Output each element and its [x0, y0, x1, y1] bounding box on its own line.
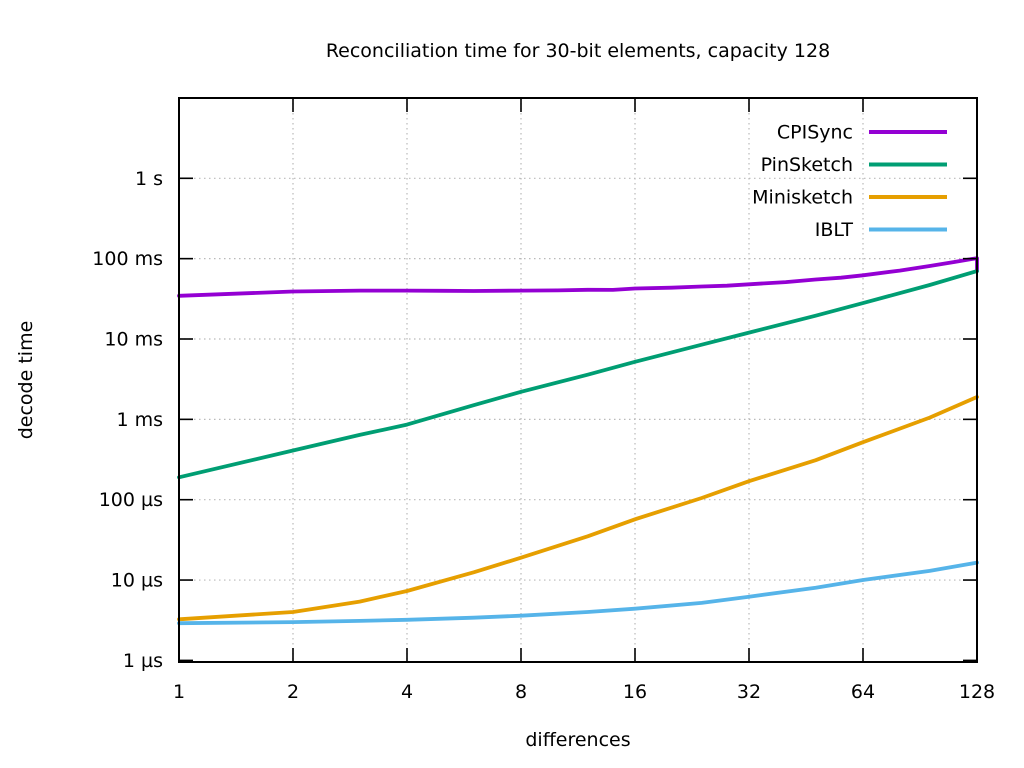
tick-labels: 1 2 4 8 16 32 64 128 1 µs 10 µs 100 µs 1 ms 10 ms 100… — [92, 168, 995, 703]
series-line-cpisync — [177, 256, 979, 298]
legend-label-pinsketch: PinSketch — [761, 154, 853, 176]
y-axis-title: decode time — [15, 321, 37, 440]
legend-label-cpisync: CPISync — [777, 122, 853, 144]
plot-frame — [178, 97, 978, 663]
x-tick-label: 4 — [401, 681, 413, 703]
y-tick-label: 1 µs — [123, 650, 163, 672]
x-tick-label: 32 — [737, 681, 761, 703]
y-tick-label: 10 µs — [111, 570, 163, 592]
legend-label-minisketch: Minisketch — [752, 187, 853, 209]
series-line-pinsketch — [177, 269, 979, 480]
data-series — [177, 256, 979, 626]
plot-border-and-ticks — [178, 97, 978, 663]
y-tick-label: 10 ms — [104, 329, 163, 351]
y-tick-label: 100 µs — [99, 489, 163, 511]
gridlines — [179, 98, 977, 662]
chart-title: Reconciliation time for 30-bit elements,… — [326, 40, 830, 62]
x-axis-title: differences — [525, 729, 630, 751]
legend-label-iblt: IBLT — [815, 219, 854, 241]
y-tick-label: 100 ms — [92, 248, 163, 270]
y-tick-label: 1 ms — [116, 409, 163, 431]
legend: CPISync PinSketch Minisketch IBLT — [752, 122, 947, 241]
y-tick-label: 1 s — [135, 168, 163, 190]
x-tick-label: 64 — [851, 681, 875, 703]
x-tick-label: 128 — [959, 681, 995, 703]
x-tick-label: 1 — [173, 681, 185, 703]
series-line-iblt — [177, 560, 979, 626]
x-tick-label: 8 — [515, 681, 527, 703]
x-tick-label: 16 — [623, 681, 647, 703]
x-tick-label: 2 — [287, 681, 299, 703]
series-line-minisketch — [177, 395, 979, 622]
